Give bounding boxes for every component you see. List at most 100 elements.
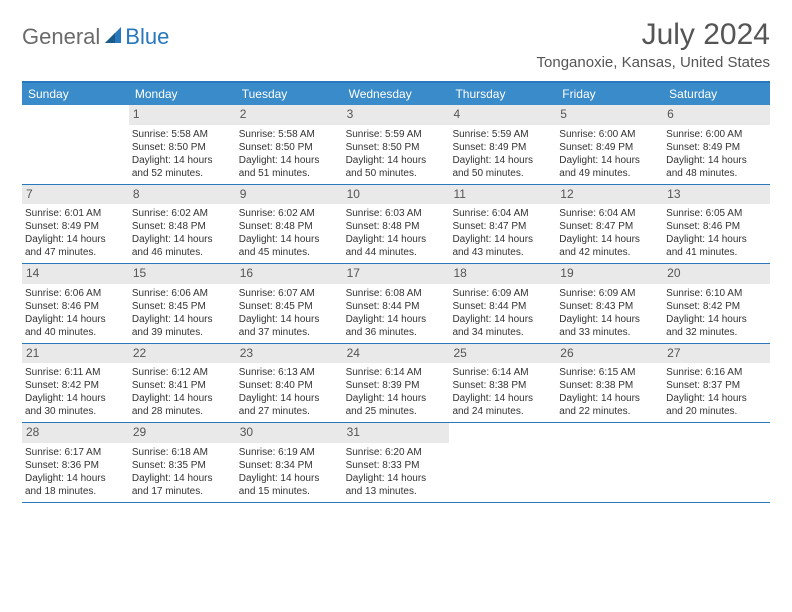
day-info-line: Sunrise: 6:14 AM bbox=[346, 366, 447, 379]
day-info-line: and 13 minutes. bbox=[346, 485, 447, 498]
day-info-line: Daylight: 14 hours bbox=[25, 313, 126, 326]
day-info-line: Daylight: 14 hours bbox=[346, 392, 447, 405]
day-info-line: and 52 minutes. bbox=[132, 167, 233, 180]
day-info-line: and 48 minutes. bbox=[666, 167, 767, 180]
day-number: 19 bbox=[556, 264, 663, 284]
day-number: 16 bbox=[236, 264, 343, 284]
day-info-line: Sunrise: 6:11 AM bbox=[25, 366, 126, 379]
week-row: 1Sunrise: 5:58 AMSunset: 8:50 PMDaylight… bbox=[22, 105, 770, 185]
day-cell: 17Sunrise: 6:08 AMSunset: 8:44 PMDayligh… bbox=[343, 264, 450, 343]
day-info-line: Daylight: 14 hours bbox=[25, 472, 126, 485]
day-cell: 15Sunrise: 6:06 AMSunset: 8:45 PMDayligh… bbox=[129, 264, 236, 343]
day-info-line: Sunset: 8:45 PM bbox=[239, 300, 340, 313]
day-number: 29 bbox=[129, 423, 236, 443]
day-info-line: Sunset: 8:47 PM bbox=[452, 220, 553, 233]
day-info-line: Sunset: 8:40 PM bbox=[239, 379, 340, 392]
day-info-line: and 46 minutes. bbox=[132, 246, 233, 259]
day-cell: 23Sunrise: 6:13 AMSunset: 8:40 PMDayligh… bbox=[236, 344, 343, 423]
day-info-line: and 32 minutes. bbox=[666, 326, 767, 339]
day-info-line: Sunrise: 5:58 AM bbox=[239, 128, 340, 141]
day-info-line: Sunset: 8:44 PM bbox=[346, 300, 447, 313]
day-info-line: Sunrise: 6:02 AM bbox=[239, 207, 340, 220]
day-number: 18 bbox=[449, 264, 556, 284]
day-info-line: Daylight: 14 hours bbox=[346, 154, 447, 167]
day-info-line: and 50 minutes. bbox=[346, 167, 447, 180]
day-info-line: Sunrise: 6:01 AM bbox=[25, 207, 126, 220]
day-info-line: and 51 minutes. bbox=[239, 167, 340, 180]
day-info-line: Daylight: 14 hours bbox=[346, 233, 447, 246]
day-info-line: Sunset: 8:41 PM bbox=[132, 379, 233, 392]
day-number: 27 bbox=[663, 344, 770, 364]
day-info-line: and 24 minutes. bbox=[452, 405, 553, 418]
day-info-line: Sunset: 8:50 PM bbox=[346, 141, 447, 154]
day-cell: 11Sunrise: 6:04 AMSunset: 8:47 PMDayligh… bbox=[449, 185, 556, 264]
day-number: 30 bbox=[236, 423, 343, 443]
day-info-line: Sunset: 8:35 PM bbox=[132, 459, 233, 472]
day-info-line: Sunset: 8:44 PM bbox=[452, 300, 553, 313]
day-info-line: and 42 minutes. bbox=[559, 246, 660, 259]
weeks-container: 1Sunrise: 5:58 AMSunset: 8:50 PMDaylight… bbox=[22, 105, 770, 503]
day-info-line: Sunrise: 6:17 AM bbox=[25, 446, 126, 459]
day-info-line: Sunset: 8:49 PM bbox=[666, 141, 767, 154]
logo-text-general: General bbox=[22, 24, 100, 50]
week-row: 7Sunrise: 6:01 AMSunset: 8:49 PMDaylight… bbox=[22, 185, 770, 265]
day-number: 20 bbox=[663, 264, 770, 284]
day-cell bbox=[556, 423, 663, 502]
day-info-line: Sunset: 8:42 PM bbox=[666, 300, 767, 313]
day-info-line: Sunset: 8:47 PM bbox=[559, 220, 660, 233]
day-number: 26 bbox=[556, 344, 663, 364]
day-cell bbox=[449, 423, 556, 502]
day-info-line: Sunset: 8:42 PM bbox=[25, 379, 126, 392]
day-cell: 3 Sunrise: 5:59 AMSunset: 8:50 PMDaylight… bbox=[343, 105, 450, 184]
day-info-line: Sunrise: 6:09 AM bbox=[559, 287, 660, 300]
day-info-line: Daylight: 14 hours bbox=[666, 154, 767, 167]
day-info-line: Daylight: 14 hours bbox=[559, 154, 660, 167]
day-info-line: Sunrise: 6:04 AM bbox=[452, 207, 553, 220]
day-cell: 10Sunrise: 6:03 AMSunset: 8:48 PMDayligh… bbox=[343, 185, 450, 264]
day-info-line: and 36 minutes. bbox=[346, 326, 447, 339]
location-text: Tonganoxie, Kansas, United States bbox=[537, 54, 770, 71]
day-info-line: Sunset: 8:50 PM bbox=[239, 141, 340, 154]
day-number: 17 bbox=[343, 264, 450, 284]
day-info-line: and 25 minutes. bbox=[346, 405, 447, 418]
day-number: 23 bbox=[236, 344, 343, 364]
day-info-line: Sunset: 8:48 PM bbox=[132, 220, 233, 233]
day-number: 7 bbox=[22, 185, 129, 205]
day-number: 10 bbox=[343, 185, 450, 205]
day-info-line: Daylight: 14 hours bbox=[452, 233, 553, 246]
day-number: 3 bbox=[343, 105, 450, 125]
day-info-line: Sunset: 8:38 PM bbox=[452, 379, 553, 392]
day-info-line: Daylight: 14 hours bbox=[666, 392, 767, 405]
day-info-line: Daylight: 14 hours bbox=[559, 233, 660, 246]
day-info-line: Sunrise: 6:00 AM bbox=[666, 128, 767, 141]
day-info-line: Daylight: 14 hours bbox=[452, 154, 553, 167]
day-info-line: and 27 minutes. bbox=[239, 405, 340, 418]
day-info-line: Sunset: 8:43 PM bbox=[559, 300, 660, 313]
day-info-line: Sunrise: 5:59 AM bbox=[346, 128, 447, 141]
day-info-line: Daylight: 14 hours bbox=[132, 154, 233, 167]
day-info-line: Sunset: 8:46 PM bbox=[666, 220, 767, 233]
day-info-line: Daylight: 14 hours bbox=[132, 472, 233, 485]
week-row: 21Sunrise: 6:11 AMSunset: 8:42 PMDayligh… bbox=[22, 344, 770, 424]
day-info-line: and 45 minutes. bbox=[239, 246, 340, 259]
day-info-line: Sunrise: 5:58 AM bbox=[132, 128, 233, 141]
day-info-line: and 41 minutes. bbox=[666, 246, 767, 259]
day-info-line: Daylight: 14 hours bbox=[346, 313, 447, 326]
day-info-line: Sunset: 8:39 PM bbox=[346, 379, 447, 392]
day-cell: 29Sunrise: 6:18 AMSunset: 8:35 PMDayligh… bbox=[129, 423, 236, 502]
day-info-line: Sunset: 8:50 PM bbox=[132, 141, 233, 154]
day-cell: 30Sunrise: 6:19 AMSunset: 8:34 PMDayligh… bbox=[236, 423, 343, 502]
day-info-line: Sunset: 8:34 PM bbox=[239, 459, 340, 472]
day-info-line: Sunrise: 6:14 AM bbox=[452, 366, 553, 379]
day-info-line: Daylight: 14 hours bbox=[239, 472, 340, 485]
day-header: Friday bbox=[556, 83, 663, 105]
day-number: 5 bbox=[556, 105, 663, 125]
day-number: 4 bbox=[449, 105, 556, 125]
calendar-page: General Blue July 2024 Tonganoxie, Kansa… bbox=[0, 0, 792, 521]
day-number: 8 bbox=[129, 185, 236, 205]
day-info-line: Daylight: 14 hours bbox=[239, 313, 340, 326]
title-block: July 2024 Tonganoxie, Kansas, United Sta… bbox=[537, 18, 770, 71]
day-info-line: Daylight: 14 hours bbox=[559, 313, 660, 326]
day-cell bbox=[663, 423, 770, 502]
day-info-line: Sunrise: 6:12 AM bbox=[132, 366, 233, 379]
